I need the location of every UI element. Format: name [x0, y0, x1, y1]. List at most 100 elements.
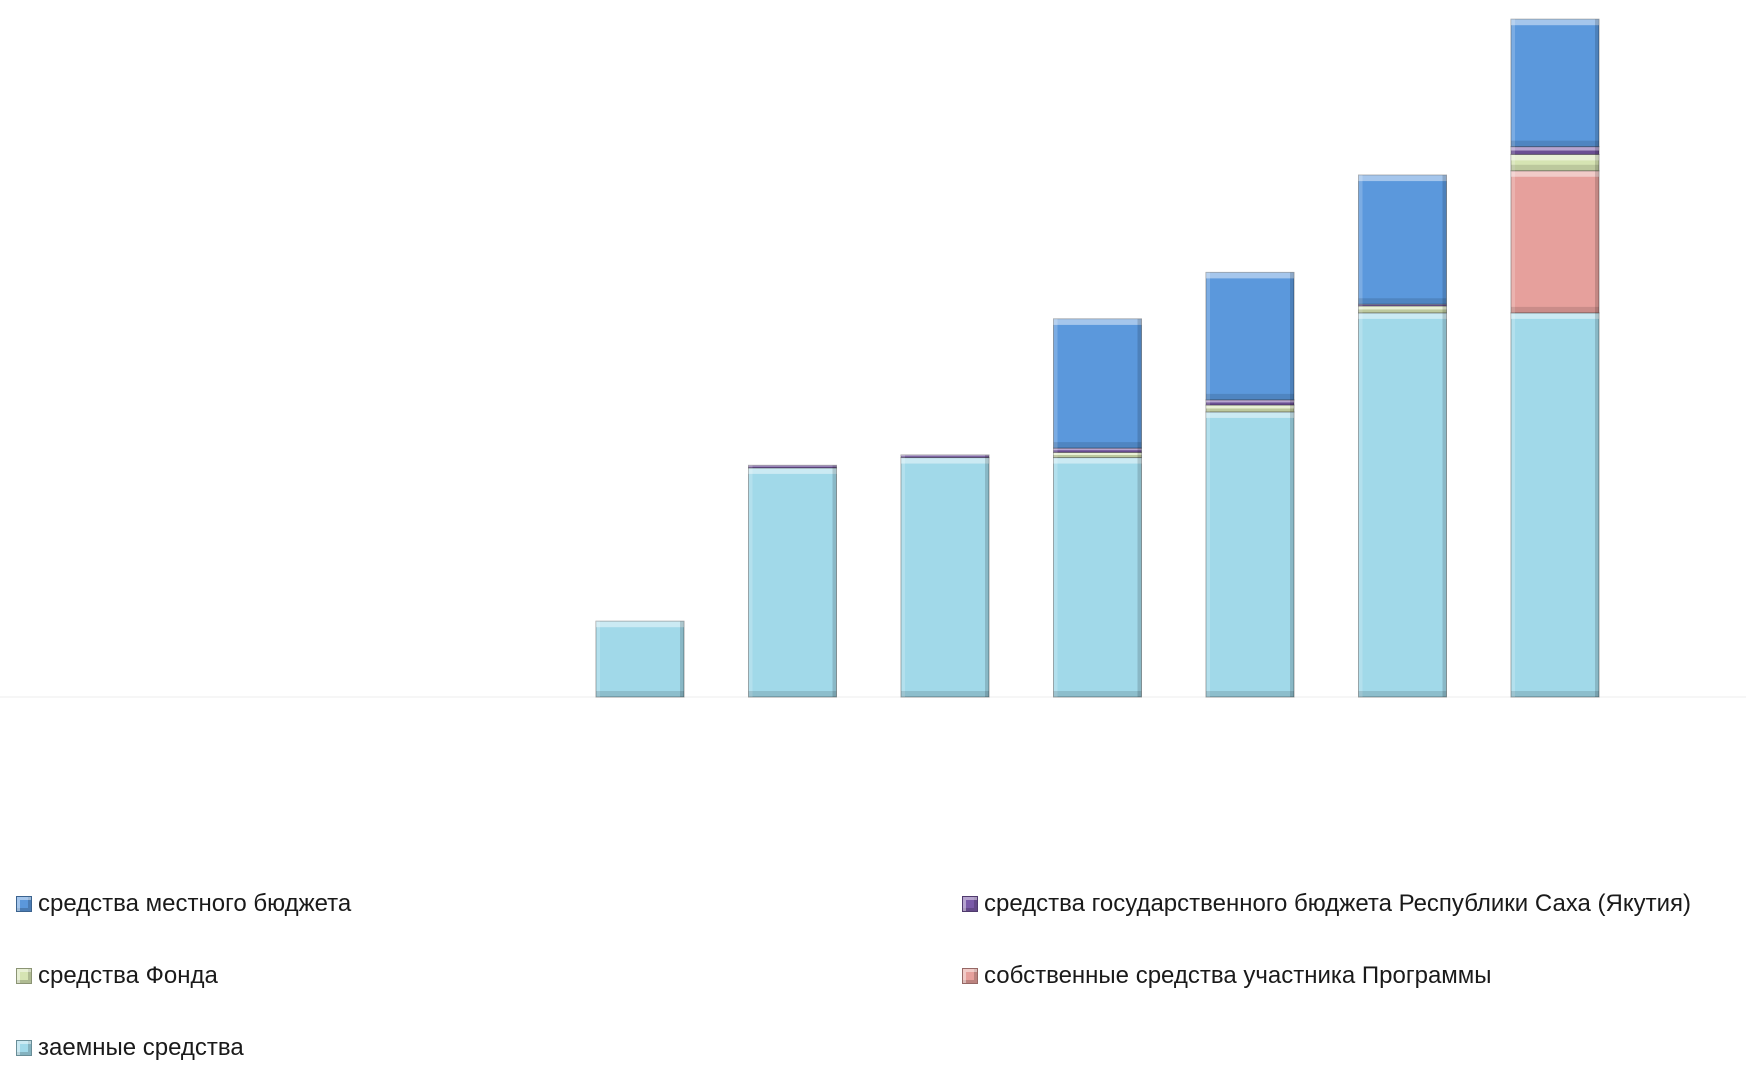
bar-bevel-left	[1053, 448, 1058, 453]
bar-segment	[1053, 451, 1142, 459]
bar-segment-fill	[900, 454, 990, 459]
bar-bevel-bottom	[1206, 393, 1294, 400]
bar-segment	[1510, 170, 1600, 314]
bar-segment-fill	[1510, 18, 1600, 148]
bar-bevel-right	[1137, 448, 1142, 453]
bar-bevel-top	[596, 621, 684, 628]
bar-bevel-top	[901, 454, 989, 457]
bar-bevel-bottom	[1511, 691, 1599, 697]
bar-segment	[595, 620, 685, 698]
bar-bevel-top	[1206, 272, 1294, 279]
bar-segment-fill	[748, 467, 837, 698]
bar-bevel-top	[1511, 146, 1599, 151]
bar-segment	[1205, 411, 1295, 698]
bar-segment-fill	[1053, 318, 1142, 449]
bar-bevel-left	[901, 454, 905, 458]
bar-segment-fill	[1358, 174, 1447, 305]
bar-bevel-top	[1053, 457, 1142, 464]
bar-bevel-right	[1290, 411, 1294, 697]
bar-bevel-right	[1442, 312, 1447, 697]
bar-bevel-bottom	[1053, 450, 1142, 453]
bar-bevel-bottom	[1053, 454, 1142, 458]
bar-bevel-right	[985, 457, 989, 697]
bar-bevel-bottom	[596, 691, 684, 697]
bar-bevel-top	[1358, 312, 1447, 319]
bar-segment	[1053, 447, 1142, 453]
bar-bevel-left	[1053, 318, 1058, 449]
bar-bevel-bottom	[1358, 305, 1447, 306]
chart-legend: средства местного бюджета средства госуд…	[0, 870, 1746, 1066]
bar-segment-fill	[1358, 312, 1447, 698]
bar-bevel-top	[1511, 19, 1599, 26]
legend-label-own-funds: собственные средства участника Программы	[984, 962, 1492, 989]
bar-segment-fill	[1510, 312, 1600, 698]
bar-segment	[1510, 18, 1600, 148]
bar-bevel-left	[596, 621, 600, 697]
legend-swatch-borrowed	[16, 1040, 32, 1056]
bar-bevel-right	[832, 467, 837, 697]
bar-bevel-left	[1206, 399, 1210, 406]
bar-segment	[1205, 404, 1295, 413]
legend-item-own-funds: собственные средства участника Программы	[962, 962, 1492, 990]
legend-label-fund: средства Фонда	[38, 962, 218, 989]
bar-bevel-left	[1358, 304, 1363, 306]
legend-item-fund: средства Фонда	[16, 962, 218, 990]
bar-bevel-left	[748, 467, 753, 697]
bar-bevel-top	[1206, 405, 1294, 409]
bar-bevel-left	[901, 457, 905, 697]
stacked-bar-chart	[0, 18, 1746, 698]
bar-bevel-left	[1053, 452, 1058, 458]
bar-segment	[900, 454, 990, 459]
bar-bevel-top	[1206, 399, 1294, 403]
bar-bevel-bottom	[1053, 442, 1142, 449]
bar-bevel-bottom	[1511, 140, 1599, 147]
bars-group	[595, 18, 1600, 698]
bar-segment	[1053, 457, 1142, 698]
bar-segment-fill	[595, 620, 685, 698]
bar-bevel-top	[1358, 305, 1447, 310]
bar-bevel-right	[1595, 312, 1599, 697]
legend-item-local-budget: средства местного бюджета	[16, 890, 351, 918]
bar-bevel-right	[1442, 175, 1447, 305]
bar-bevel-top	[1511, 170, 1599, 177]
bar-bevel-left	[1206, 405, 1210, 412]
legend-swatch-own-funds	[962, 968, 978, 984]
bar-bevel-right	[1137, 452, 1142, 458]
legend-swatch-local-budget	[16, 896, 32, 912]
bar-bevel-top	[748, 465, 837, 467]
bar-bevel-top	[748, 467, 837, 474]
bar-segment	[1205, 271, 1295, 401]
bar-bevel-top	[1053, 318, 1142, 325]
bar-segment	[748, 464, 837, 469]
bar-segment-fill	[1510, 170, 1600, 314]
bar-bevel-left	[1206, 411, 1210, 697]
bar-segment	[1205, 399, 1295, 406]
bar-bevel-top	[1511, 312, 1599, 319]
bar-bevel-left	[1206, 272, 1210, 400]
bar-segment-fill	[748, 464, 837, 469]
bar-bevel-right	[1442, 304, 1447, 306]
bar-bevel-top	[901, 457, 989, 464]
bar-bevel-bottom	[901, 691, 989, 697]
bar-bevel-left	[1511, 312, 1515, 697]
bar-bevel-bottom	[901, 456, 989, 458]
bar-bevel-right	[680, 621, 684, 697]
bar-bevel-left	[1358, 312, 1363, 697]
bar-segment-fill	[900, 457, 990, 698]
bar-bevel-top	[1511, 154, 1599, 161]
bar-bevel-right	[1290, 272, 1294, 400]
bar-bevel-top	[1206, 411, 1294, 418]
bar-bevel-right	[1595, 19, 1599, 147]
legend-label-borrowed: заемные средства	[38, 1034, 244, 1061]
bar-bevel-right	[1137, 457, 1142, 697]
bar-bevel-left	[1053, 457, 1058, 697]
bar-bevel-top	[1053, 448, 1142, 451]
bar-bevel-right	[1442, 305, 1447, 313]
bar-bevel-bottom	[748, 691, 837, 697]
bar-segment	[900, 457, 990, 698]
bar-bevel-left	[1511, 19, 1515, 147]
bar-bevel-right	[1290, 399, 1294, 406]
bar-segment	[1358, 312, 1447, 698]
bar-bevel-bottom	[1511, 150, 1599, 155]
bar-bevel-left	[1358, 305, 1363, 313]
